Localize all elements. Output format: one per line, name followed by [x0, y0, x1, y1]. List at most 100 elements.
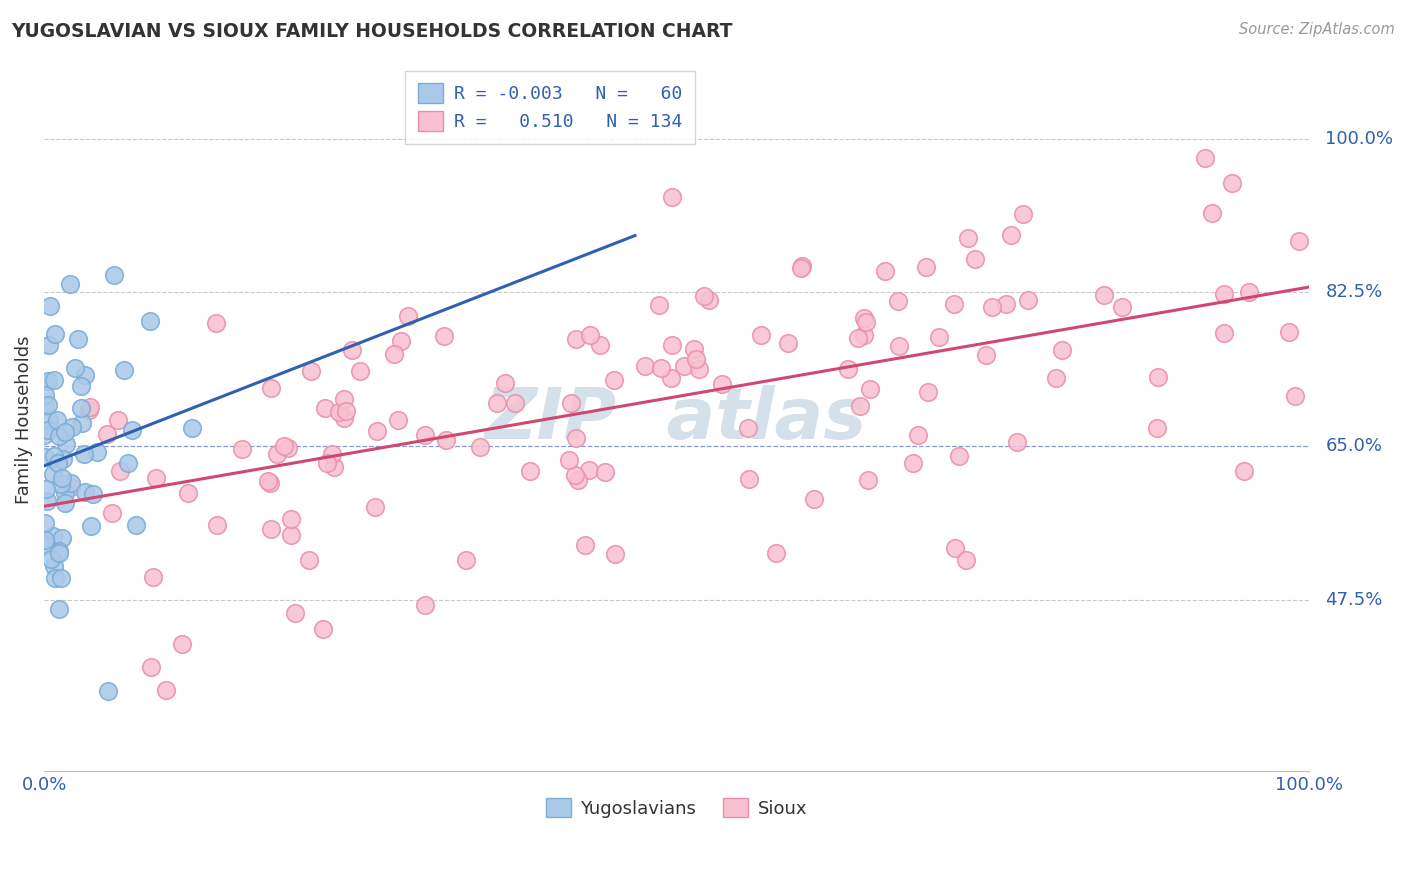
Point — [280, 512, 302, 526]
Point — [688, 362, 710, 376]
Point — [659, 370, 682, 384]
Point — [314, 401, 336, 415]
Point — [257, 474, 280, 488]
Point — [366, 424, 388, 438]
Point — [48, 456, 70, 470]
Point — [60, 419, 83, 434]
Point — [112, 363, 135, 377]
Y-axis label: Family Households: Family Households — [15, 335, 32, 504]
Legend: Yugoslavians, Sioux: Yugoslavians, Sioux — [538, 790, 814, 825]
Point — [41, 467, 63, 481]
Point — [907, 427, 929, 442]
Point — [887, 293, 910, 308]
Point — [803, 491, 825, 506]
Point — [470, 440, 492, 454]
Point — [42, 373, 65, 387]
Point — [434, 433, 457, 447]
Point — [994, 297, 1017, 311]
Point — [558, 452, 581, 467]
Point — [650, 360, 672, 375]
Point — [328, 404, 350, 418]
Point — [49, 571, 72, 585]
Text: YUGOSLAVIAN VS SIOUX FAMILY HOUSEHOLDS CORRELATION CHART: YUGOSLAVIAN VS SIOUX FAMILY HOUSEHOLDS C… — [11, 22, 733, 41]
Point — [943, 296, 966, 310]
Point — [778, 335, 800, 350]
Point — [51, 476, 73, 491]
Point — [333, 392, 356, 406]
Point — [749, 327, 772, 342]
Point — [42, 529, 65, 543]
Point — [79, 402, 101, 417]
Point — [928, 330, 950, 344]
Point — [298, 553, 321, 567]
Point — [46, 413, 69, 427]
Point — [35, 494, 58, 508]
Point — [661, 338, 683, 352]
Point — [661, 190, 683, 204]
Point — [266, 447, 288, 461]
Point — [312, 622, 335, 636]
Point — [790, 260, 813, 275]
Point — [589, 338, 612, 352]
Point — [396, 309, 419, 323]
Point — [44, 327, 66, 342]
Point — [38, 337, 60, 351]
Point — [1284, 388, 1306, 402]
Point — [277, 441, 299, 455]
Point — [1220, 176, 1243, 190]
Point — [48, 429, 70, 443]
Point — [48, 546, 70, 560]
Point — [145, 470, 167, 484]
Point — [82, 487, 104, 501]
Point — [34, 516, 56, 530]
Point — [108, 464, 131, 478]
Point — [574, 538, 596, 552]
Point — [1092, 288, 1115, 302]
Text: 47.5%: 47.5% — [1326, 591, 1382, 608]
Point — [322, 459, 344, 474]
Point — [51, 531, 73, 545]
Point — [55, 437, 77, 451]
Point — [299, 364, 322, 378]
Point — [34, 538, 56, 552]
Point — [80, 518, 103, 533]
Point — [205, 316, 228, 330]
Point — [915, 260, 938, 275]
Point — [231, 442, 253, 456]
Text: 65.0%: 65.0% — [1326, 437, 1382, 455]
Point — [42, 449, 65, 463]
Point — [737, 420, 759, 434]
Point — [567, 473, 589, 487]
Point — [901, 456, 924, 470]
Point — [340, 343, 363, 357]
Point — [1012, 206, 1035, 220]
Point — [260, 522, 283, 536]
Point — [181, 421, 204, 435]
Point — [495, 376, 517, 391]
Point — [505, 396, 527, 410]
Point — [382, 347, 405, 361]
Point — [859, 382, 882, 396]
Point — [53, 425, 76, 440]
Point — [1050, 343, 1073, 357]
Point — [1007, 435, 1029, 450]
Point — [519, 464, 541, 478]
Point — [332, 411, 354, 425]
Point — [873, 264, 896, 278]
Point — [37, 374, 59, 388]
Point — [364, 500, 387, 515]
Point — [139, 314, 162, 328]
Point — [456, 552, 478, 566]
Point — [974, 348, 997, 362]
Point — [711, 377, 734, 392]
Point — [1147, 369, 1170, 384]
Point — [948, 449, 970, 463]
Point — [849, 400, 872, 414]
Point — [170, 637, 193, 651]
Point — [52, 451, 75, 466]
Point — [699, 293, 721, 307]
Point — [259, 475, 281, 490]
Point — [981, 300, 1004, 314]
Point — [853, 310, 876, 325]
Point — [349, 364, 371, 378]
